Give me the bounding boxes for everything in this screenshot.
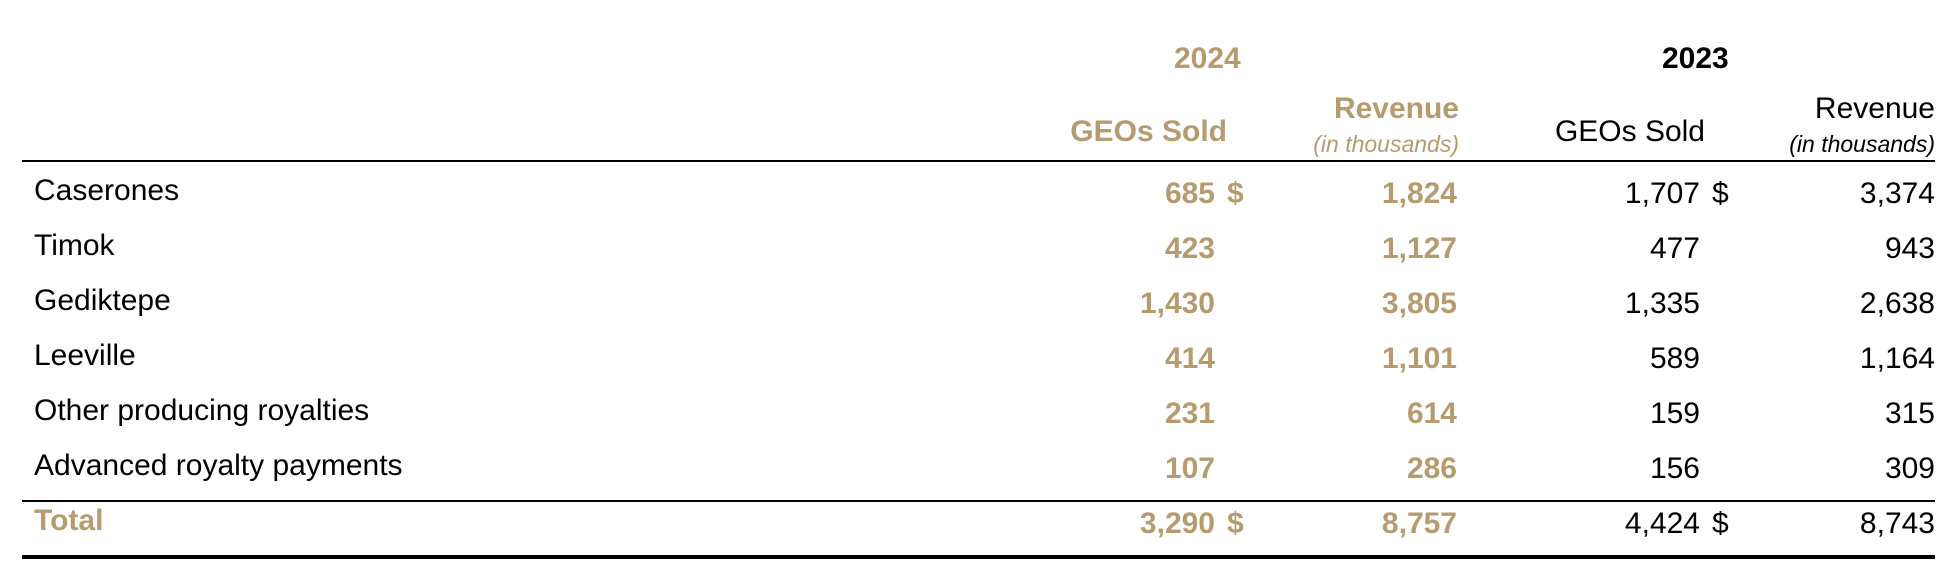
row-label-other-producing-royalties: Other producing royalties: [34, 394, 370, 427]
revenue-2024-cell: 1,101: [1381, 342, 1457, 375]
revenue-2024-cell: 286: [1406, 452, 1457, 485]
geos-2023-cell: 589: [1649, 342, 1700, 375]
total-rule: [22, 500, 1935, 502]
total-geos-2023: 4,424: [1624, 507, 1700, 540]
geos-2024-cell: 685: [1164, 177, 1215, 210]
geos-sold-header-2023: GEOs Sold: [1554, 115, 1705, 148]
revenue-unit-header-2024: (in thousands): [1313, 131, 1459, 157]
total-revenue-2024: 8,757: [1381, 507, 1457, 540]
revenue-header-2024: Revenue: [1333, 92, 1459, 125]
bottom-rule: [22, 555, 1935, 559]
revenue-header-2023: Revenue: [1814, 92, 1935, 125]
row-label-gediktepe: Gediktepe: [34, 284, 171, 317]
year-header-2023: 2023: [1662, 42, 1729, 75]
royalty-revenue-table: 2024 2023 GEOs Sold Revenue (in thousand…: [22, 0, 1935, 588]
geos-2024-cell: 423: [1164, 232, 1215, 265]
revenue-2023-cell: 943: [1884, 232, 1935, 265]
revenue-2023-cell: 1,164: [1859, 342, 1935, 375]
currency-symbol-2024: $: [1227, 177, 1244, 210]
currency-symbol-2023: $: [1712, 177, 1729, 210]
geos-sold-header-2024: GEOs Sold: [1070, 115, 1227, 148]
geos-2023-cell: 477: [1649, 232, 1700, 265]
revenue-2023-cell: 3,374: [1859, 177, 1935, 210]
geos-2023-cell: 159: [1649, 397, 1700, 430]
revenue-unit-header-2023: (in thousands): [1789, 131, 1935, 157]
revenue-2024-cell: 1,127: [1381, 232, 1457, 265]
geos-2024-cell: 414: [1164, 342, 1215, 375]
row-label-leeville: Leeville: [34, 339, 136, 372]
year-header-2024: 2024: [1174, 42, 1241, 75]
row-label-timok: Timok: [34, 229, 115, 262]
currency-symbol-2024: $: [1227, 507, 1244, 540]
geos-2024-cell: 1,430: [1139, 287, 1215, 320]
total-geos-2024: 3,290: [1139, 507, 1215, 540]
revenue-2024-cell: 614: [1406, 397, 1457, 430]
row-label-caserones: Caserones: [34, 174, 180, 207]
revenue-2023-cell: 309: [1884, 452, 1935, 485]
revenue-2023-cell: 315: [1884, 397, 1935, 430]
total-revenue-2023: 8,743: [1859, 507, 1935, 540]
total-label: Total: [34, 504, 104, 537]
geos-2024-cell: 107: [1164, 452, 1215, 485]
geos-2024-cell: 231: [1164, 397, 1215, 430]
geos-2023-cell: 1,707: [1624, 177, 1700, 210]
currency-symbol-2023: $: [1712, 507, 1729, 540]
row-label-advanced-royalty-payments: Advanced royalty payments: [34, 449, 403, 482]
geos-2023-cell: 156: [1649, 452, 1700, 485]
geos-2023-cell: 1,335: [1624, 287, 1700, 320]
revenue-2024-cell: 1,824: [1381, 177, 1457, 210]
revenue-2024-cell: 3,805: [1381, 287, 1457, 320]
revenue-2023-cell: 2,638: [1859, 287, 1935, 320]
header-rule: [22, 160, 1935, 162]
